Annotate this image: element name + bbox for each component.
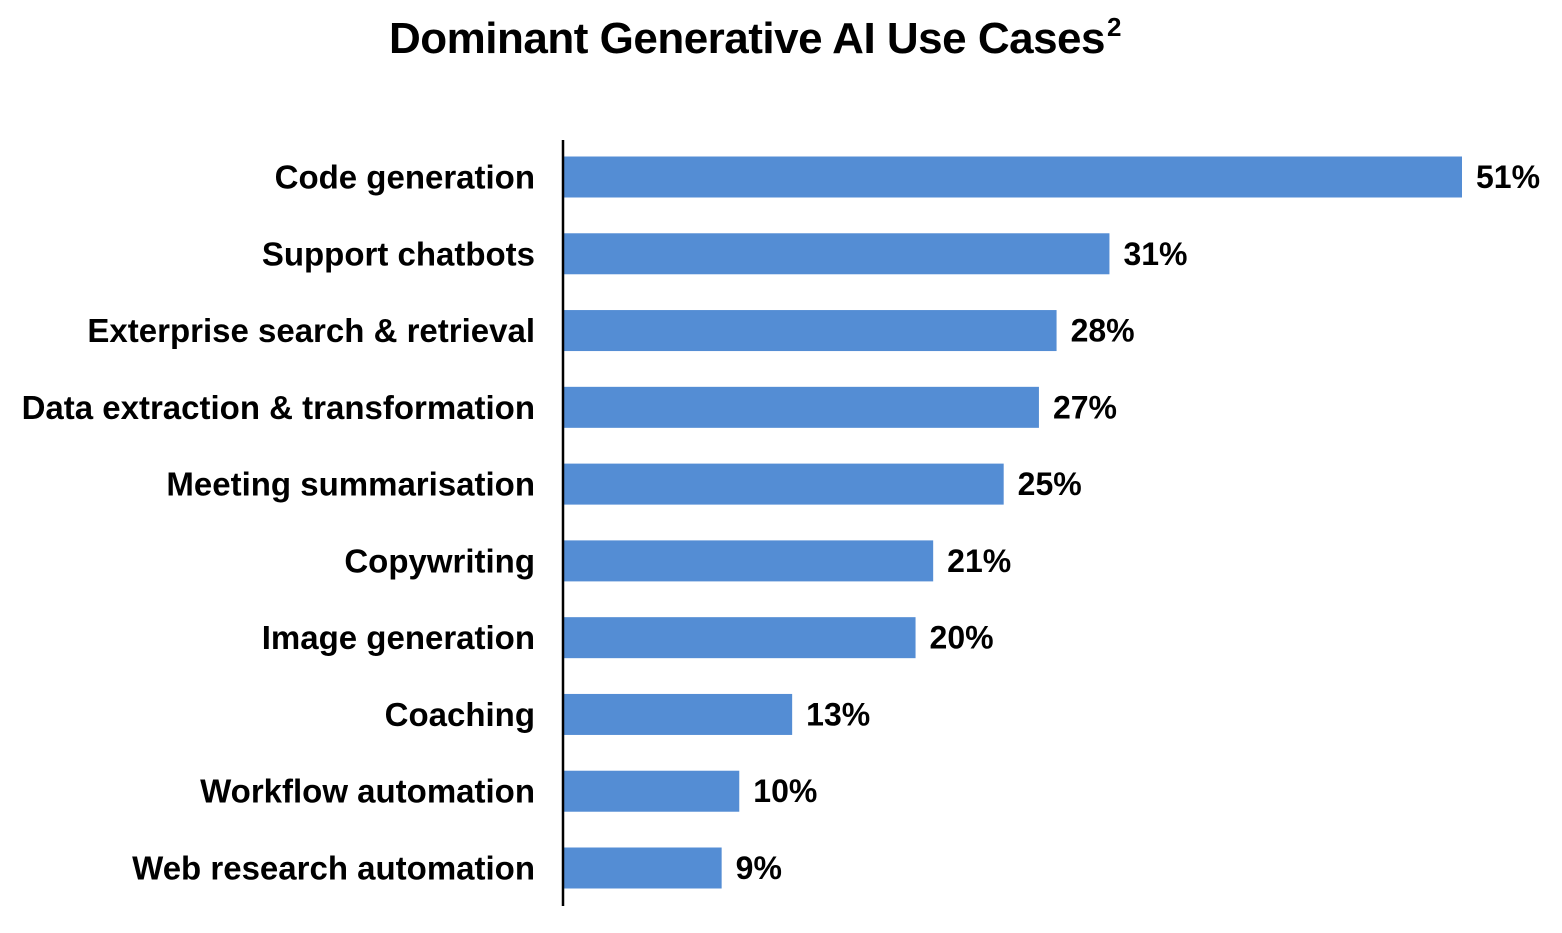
bar	[563, 847, 722, 889]
category-label: Copywriting	[344, 542, 535, 579]
bar	[563, 156, 1462, 198]
chart-title: Dominant Generative AI Use Cases2	[0, 12, 1510, 64]
value-label: 51%	[1476, 159, 1540, 195]
bar	[563, 386, 1039, 428]
category-label: Data extraction & transformation	[22, 389, 535, 426]
bar	[563, 770, 740, 812]
bar	[563, 617, 916, 659]
bars-layer	[563, 156, 1462, 889]
value-label: 20%	[930, 620, 994, 656]
value-label: 31%	[1123, 236, 1187, 272]
category-labels: Code generation Support chatbots Exterpris…	[22, 159, 535, 887]
category-label: Image generation	[262, 619, 535, 656]
value-label: 28%	[1071, 313, 1135, 349]
category-label: Workflow automation	[200, 773, 535, 810]
chart-title-superscript: 2	[1107, 12, 1121, 42]
value-label: 21%	[947, 543, 1011, 579]
value-label: 10%	[753, 773, 817, 809]
bar	[563, 463, 1004, 505]
bar	[563, 233, 1110, 275]
value-label: 25%	[1018, 466, 1082, 502]
category-label: Coaching	[385, 696, 535, 733]
chart-title-text: Dominant Generative AI Use Cases	[389, 14, 1105, 63]
category-label: Meeting summarisation	[166, 466, 535, 503]
value-labels: 51% 31% 28% 27% 25% 21% 20% 13% 10% 9%	[736, 159, 1540, 886]
category-label: Exterprise search & retrieval	[87, 312, 535, 349]
value-label: 9%	[736, 850, 782, 886]
bar	[563, 540, 934, 582]
category-label: Web research automation	[132, 850, 535, 887]
value-label: 27%	[1053, 389, 1117, 425]
value-label: 13%	[806, 696, 870, 732]
category-label: Support chatbots	[262, 235, 535, 272]
category-label: Code generation	[275, 159, 535, 196]
bar	[563, 693, 793, 735]
bar	[563, 310, 1057, 352]
